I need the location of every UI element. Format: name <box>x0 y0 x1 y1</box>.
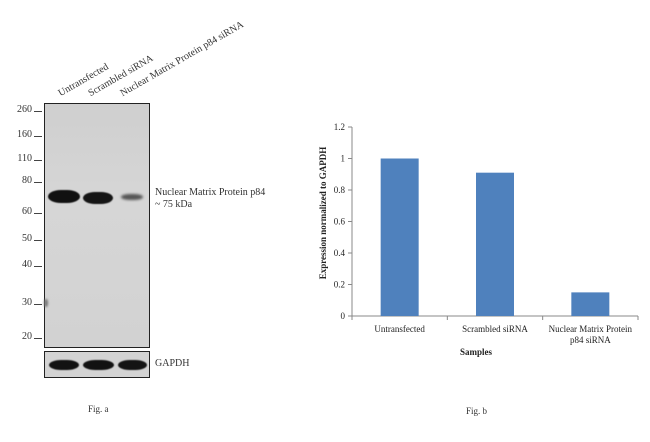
marker-tick <box>34 304 42 305</box>
y-tick-label: 1 <box>341 154 346 164</box>
bar-2 <box>476 172 514 316</box>
y-tick-label: 0.2 <box>334 280 345 290</box>
marker-60: 60 <box>22 206 32 217</box>
band-p84-sirna <box>121 194 143 200</box>
y-tick-label: 0 <box>341 311 346 321</box>
gapdh-band-untransfected <box>49 360 79 370</box>
marker-tick <box>34 213 42 214</box>
band-scrambled <box>83 192 113 204</box>
marker-260: 260 <box>17 104 32 115</box>
gapdh-blot-membrane <box>44 351 150 378</box>
bar-1 <box>380 158 419 316</box>
gapdh-band-p84-sirna <box>118 360 147 370</box>
y-tick-label: 0.8 <box>334 185 346 195</box>
expression-bar-chart: 0 0.2 0.4 0.6 0.8 1 1.2 Untransfected Scrambled… <box>318 122 639 357</box>
gapdh-band-scrambled <box>83 360 114 370</box>
marker-20: 20 <box>22 331 32 342</box>
marker-tick <box>34 160 42 161</box>
main-blot-membrane <box>44 103 150 348</box>
membrane-speck <box>44 299 48 307</box>
band-untransfected <box>48 190 80 203</box>
band-annotation-size: ~ 75 kDa <box>155 199 193 210</box>
marker-50: 50 <box>22 233 32 244</box>
marker-160: 160 <box>17 129 32 140</box>
bars <box>380 158 610 316</box>
marker-110: 110 <box>17 153 32 164</box>
x-tick-label: Untransfected <box>374 324 425 334</box>
marker-tick <box>34 240 42 241</box>
marker-tick <box>34 266 42 267</box>
marker-tick <box>34 338 42 339</box>
caption-fig-b: Fig. b <box>466 406 488 416</box>
band-annotation: Nuclear Matrix Protein p84 ~ 75 kDa <box>155 187 265 211</box>
gapdh-label: GAPDH <box>155 358 190 369</box>
y-axis-label: Expression normalized to GAPDH <box>318 147 328 280</box>
marker-tick <box>34 136 42 137</box>
marker-tick <box>34 182 42 183</box>
bar-3 <box>571 292 610 316</box>
marker-tick <box>34 111 42 112</box>
y-tick-label: 0.6 <box>334 217 346 227</box>
x-tick-label: Nuclear Matrix Protein <box>549 324 633 334</box>
x-axis-label: Samples <box>460 347 493 357</box>
marker-40: 40 <box>22 259 32 270</box>
caption-fig-a: Fig. a <box>88 404 109 414</box>
marker-80: 80 <box>22 175 32 186</box>
x-tick-label: p84 siRNA <box>570 335 611 345</box>
y-axis: 0 0.2 0.4 0.6 0.8 1 1.2 <box>334 122 353 321</box>
y-tick-label: 1.2 <box>334 122 345 132</box>
x-tick-label: Scrambled siRNA <box>462 324 528 334</box>
y-tick-label: 0.4 <box>334 248 346 258</box>
x-axis: Untransfected Scrambled siRNA Nuclear Matr… <box>351 315 639 345</box>
band-annotation-protein: Nuclear Matrix Protein p84 <box>155 187 266 198</box>
marker-30: 30 <box>22 297 32 308</box>
